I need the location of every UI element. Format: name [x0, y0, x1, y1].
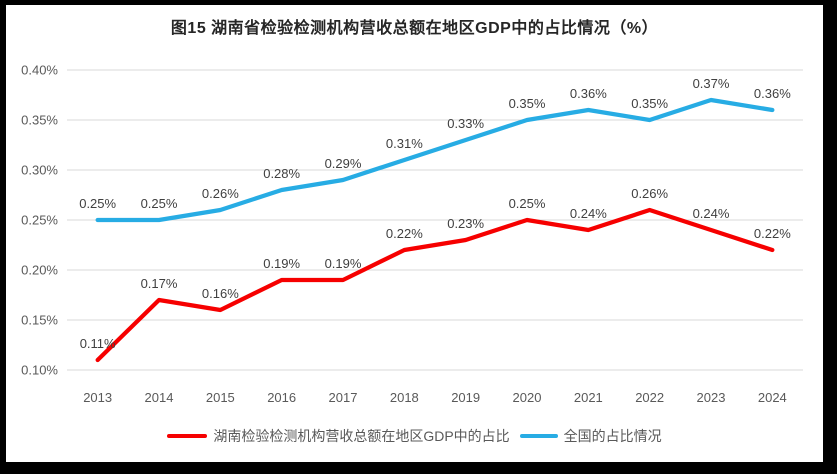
legend-item-national[interactable]: 全国的占比情况 [519, 426, 662, 446]
data-label-national: 0.36% [570, 86, 607, 101]
data-label-hunan: 0.19% [325, 256, 362, 271]
chart-legend: 湖南检验检测机构营收总额在地区GDP中的占比 全国的占比情况 [6, 426, 823, 446]
chart-panel [6, 5, 823, 462]
x-axis-tick-label: 2015 [206, 390, 235, 405]
data-label-hunan: 0.19% [263, 256, 300, 271]
y-axis-tick-label: 0.40% [21, 63, 58, 78]
data-label-national: 0.26% [202, 186, 239, 201]
x-axis-tick-label: 2014 [145, 390, 174, 405]
data-label-national: 0.29% [325, 156, 362, 171]
x-axis-tick-label: 2019 [451, 390, 480, 405]
x-axis-tick-label: 2023 [697, 390, 726, 405]
data-label-hunan: 0.16% [202, 286, 239, 301]
data-label-national: 0.25% [141, 196, 178, 211]
data-label-national: 0.35% [509, 96, 546, 111]
data-label-hunan: 0.11% [80, 336, 116, 351]
x-axis-tick-label: 2022 [635, 390, 664, 405]
data-label-hunan: 0.24% [570, 206, 607, 221]
legend-label-national: 全国的占比情况 [563, 428, 662, 444]
data-label-national: 0.36% [754, 86, 791, 101]
data-label-national: 0.35% [631, 96, 668, 111]
data-label-hunan: 0.23% [447, 216, 484, 231]
series-line-hunan[interactable] [95, 207, 775, 363]
data-label-hunan: 0.25% [509, 196, 546, 211]
data-label-hunan: 0.26% [631, 186, 668, 201]
x-axis-tick-label: 2018 [390, 390, 419, 405]
data-label-hunan: 0.24% [693, 206, 730, 221]
data-label-national: 0.25% [79, 196, 116, 211]
x-axis-tick-label: 2017 [329, 390, 358, 405]
x-axis-tick-label: 2024 [758, 390, 787, 405]
x-axis-tick-label: 2016 [267, 390, 296, 405]
data-label-national: 0.33% [447, 116, 484, 131]
data-label-national: 0.31% [386, 136, 423, 151]
data-label-national: 0.37% [693, 76, 730, 91]
series-line-national[interactable] [95, 97, 775, 223]
x-axis-tick-label: 2013 [83, 390, 112, 405]
data-label-hunan: 0.22% [386, 226, 423, 241]
chart-title: 图15 湖南省检验检测机构营收总额在地区GDP中的占比情况（%） [170, 20, 659, 37]
data-label-national: 0.28% [263, 166, 300, 181]
y-axis-tick-label: 0.35% [21, 113, 58, 128]
legend-label-hunan: 湖南检验检测机构营收总额在地区GDP中的占比 [213, 428, 510, 444]
x-axis-tick-label: 2020 [513, 390, 542, 405]
data-label-hunan: 0.22% [754, 226, 791, 241]
legend-line-swatch-blue [519, 434, 558, 438]
legend-item-hunan[interactable]: 湖南检验检测机构营收总额在地区GDP中的占比 [167, 426, 510, 446]
y-axis-tick-label: 0.20% [21, 263, 58, 278]
x-axis-tick-label: 2021 [574, 390, 603, 405]
y-axis-tick-label: 0.25% [21, 213, 58, 228]
data-label-hunan: 0.17% [141, 276, 178, 291]
y-axis-tick-label: 0.30% [21, 163, 58, 178]
y-axis-tick-label: 0.10% [21, 363, 58, 378]
y-axis-tick-label: 0.15% [21, 313, 58, 328]
legend-line-swatch-red [167, 434, 208, 438]
